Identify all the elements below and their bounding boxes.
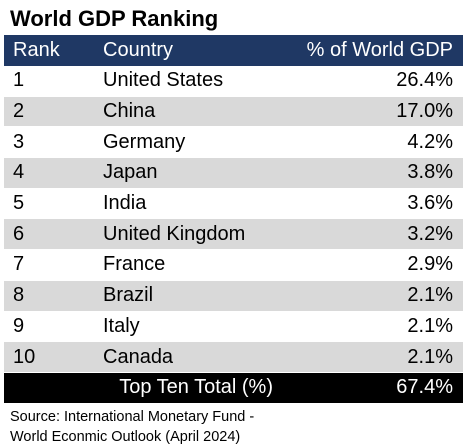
country-cell: United States bbox=[103, 69, 224, 92]
country-cell: Canada bbox=[103, 345, 174, 368]
gdp-table: Rank Country % of World GDP 1 United Stat… bbox=[4, 35, 463, 403]
country-cell: China bbox=[103, 100, 156, 123]
country-cell: India bbox=[103, 192, 147, 215]
share-cell: 3.2% bbox=[407, 222, 453, 245]
country-cell: Italy bbox=[103, 314, 140, 337]
country-cell: United Kingdom bbox=[103, 222, 246, 245]
rank-cell: 6 bbox=[13, 222, 25, 245]
source-line-1: Source: International Monetary Fund - bbox=[10, 408, 255, 425]
header-row: Rank Country % of World GDP bbox=[4, 35, 463, 66]
total-row: Top Ten Total (%) 67.4% bbox=[4, 372, 463, 403]
share-cell: 26.4% bbox=[396, 69, 453, 92]
table-row: 2 China 17.0% bbox=[4, 96, 463, 127]
country-cell: Japan bbox=[103, 161, 158, 184]
share-cell: 2.1% bbox=[407, 314, 453, 337]
column-header-share: % of World GDP bbox=[306, 39, 453, 61]
source-line-2: World Econmic Outlook (April 2024) bbox=[10, 428, 241, 445]
share-cell: 4.2% bbox=[407, 130, 453, 153]
source-note: Source: International Monetary Fund - Wo… bbox=[4, 403, 463, 447]
table-row: 7 France 2.9% bbox=[4, 249, 463, 281]
share-cell: 17.0% bbox=[396, 100, 453, 123]
share-cell: 2.9% bbox=[407, 253, 453, 276]
column-header-rank: Rank bbox=[13, 39, 60, 61]
rank-cell: 10 bbox=[13, 345, 36, 368]
table-row: 1 United States 26.4% bbox=[4, 66, 463, 97]
share-cell: 2.1% bbox=[407, 345, 453, 368]
share-cell: 3.8% bbox=[407, 161, 453, 184]
share-cell: 3.6% bbox=[407, 192, 453, 215]
rank-cell: 5 bbox=[13, 192, 25, 215]
table-row: 9 Italy 2.1% bbox=[4, 311, 463, 342]
rank-cell: 3 bbox=[13, 130, 25, 153]
country-cell: Brazil bbox=[103, 284, 154, 307]
table-row: 4 Japan 3.8% bbox=[4, 157, 463, 189]
table-row: 8 Brazil 2.1% bbox=[4, 280, 463, 311]
country-cell: France bbox=[103, 253, 166, 276]
total-value: 67.4% bbox=[396, 376, 453, 399]
table-row: 3 Germany 4.2% bbox=[4, 126, 463, 158]
table-body: 1 United States 26.4% 2 China 17.0% 3 Germany 4.… bbox=[4, 66, 463, 373]
table-row: 6 United Kingdom 3.2% bbox=[4, 218, 463, 250]
column-header-country: Country bbox=[103, 39, 174, 61]
total-label: Top Ten Total (%) bbox=[119, 376, 273, 399]
rank-cell: 9 bbox=[13, 314, 25, 337]
country-cell: Germany bbox=[103, 130, 186, 153]
rank-cell: 4 bbox=[13, 161, 25, 184]
table-row: 5 India 3.6% bbox=[4, 188, 463, 219]
rank-cell: 7 bbox=[13, 253, 25, 276]
rank-cell: 2 bbox=[13, 100, 25, 123]
rank-cell: 1 bbox=[13, 69, 25, 92]
share-cell: 2.1% bbox=[407, 284, 453, 307]
rank-cell: 8 bbox=[13, 284, 25, 307]
table-title: World GDP Ranking bbox=[10, 6, 219, 31]
table-row: 10 Canada 2.1% bbox=[4, 341, 463, 373]
